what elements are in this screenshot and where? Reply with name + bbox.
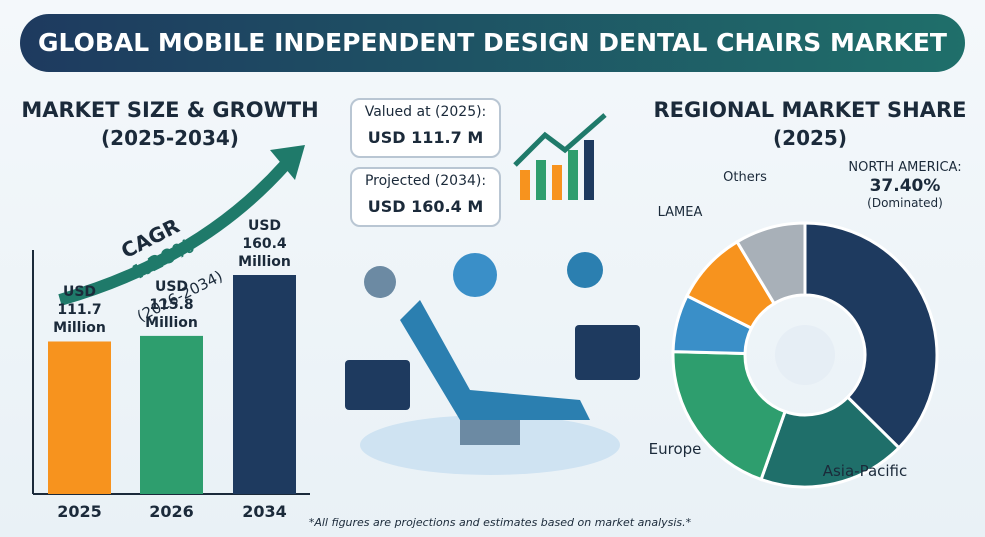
pie-slice <box>735 221 807 306</box>
region-label: Europe <box>648 440 702 458</box>
tooth-icon <box>775 325 835 385</box>
pie-slice <box>671 350 787 482</box>
callout-label: Projected (2034): <box>364 173 487 189</box>
callout-value: USD 111.7 M <box>367 128 484 147</box>
footnote: *All figures are projections and estimat… <box>308 516 692 529</box>
region-label: Others <box>723 170 767 185</box>
region-note: (Dominated) <box>867 196 943 210</box>
value-label: USD 111.7 Million <box>53 284 106 337</box>
region-label: LAMEA <box>657 205 703 220</box>
region-label: Asia-Pacific <box>822 462 908 480</box>
growth-arrow <box>58 160 290 306</box>
pie-slice <box>803 221 939 450</box>
value-label: USD 160.4 Million <box>238 218 291 270</box>
pie-slice <box>759 395 902 489</box>
bar-subtitle: (2025-2034) <box>101 126 239 150</box>
region-label: NORTH AMERICA: <box>848 160 962 175</box>
region-value: 37.40% <box>869 176 941 196</box>
callout-label: Valued at (2025): <box>364 104 487 120</box>
chart-icon <box>513 113 607 200</box>
year-label: 2025 <box>57 502 102 521</box>
bar <box>233 275 296 494</box>
year-label: 2026 <box>149 502 194 521</box>
callout-value: USD 160.4 M <box>367 197 484 216</box>
chair-illustration <box>345 252 640 475</box>
year-label: 2034 <box>242 502 287 521</box>
pie-subtitle: (2025) <box>773 126 847 150</box>
callout <box>350 98 501 158</box>
value-label: USD 115.8 Million <box>145 278 198 331</box>
title: GLOBAL MOBILE INDEPENDENT DESIGN DENTAL … <box>38 28 947 57</box>
arrow-head <box>270 145 305 180</box>
pie-title: REGIONAL MARKET SHARE <box>653 98 967 122</box>
bar <box>48 341 111 494</box>
title-banner <box>20 14 965 72</box>
bar <box>140 335 203 494</box>
callout <box>350 167 501 227</box>
bar-title: MARKET SIZE & GROWTH <box>21 98 319 122</box>
